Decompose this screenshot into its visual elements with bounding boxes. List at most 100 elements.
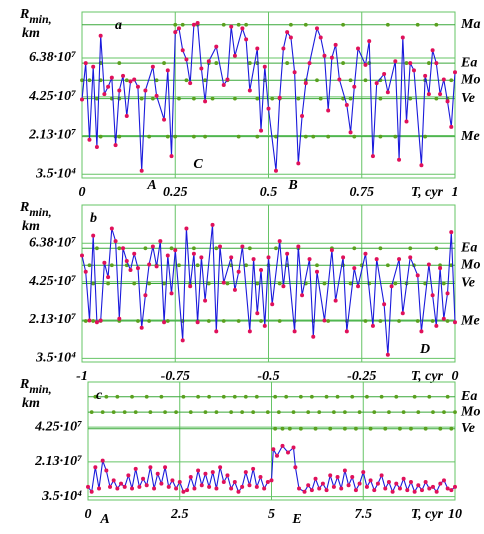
data-point [370, 323, 375, 328]
data-point [293, 465, 298, 470]
planet-dot [313, 426, 318, 431]
data-point [188, 284, 193, 289]
planet-dot [159, 394, 164, 399]
data-point [163, 465, 168, 470]
data-point [419, 163, 424, 168]
data-point [434, 61, 439, 66]
planet-dot [393, 134, 398, 139]
planet-dot [180, 22, 185, 27]
data-point [331, 484, 336, 489]
planet-dot [341, 61, 345, 65]
planet-dot [251, 410, 256, 415]
planet-label: Ve [461, 421, 475, 436]
planet-dot [177, 263, 181, 268]
data-point [150, 244, 155, 249]
data-point [108, 484, 113, 489]
data-point [363, 251, 368, 256]
planet-dot [276, 410, 281, 415]
data-point [232, 479, 237, 484]
annotation: A [99, 512, 109, 527]
planet-dot [285, 61, 290, 65]
planet-dot [372, 410, 377, 415]
planet-dot [434, 22, 439, 27]
data-point [135, 266, 140, 271]
planet-dot [287, 426, 292, 431]
y-tick-label: 3.5·10⁴ [35, 351, 76, 366]
planet-dot [416, 410, 421, 415]
data-point [109, 226, 114, 231]
planet-dot [273, 426, 278, 431]
data-point [152, 486, 157, 491]
data-point [165, 253, 170, 258]
x-tick-label: 0 [79, 185, 86, 200]
planet-label: Mo [460, 257, 480, 272]
data-point [326, 108, 331, 113]
planet-dot [207, 394, 212, 399]
data-point [184, 226, 189, 231]
planet-dot [236, 319, 241, 323]
planet-dot [196, 394, 201, 399]
planet-dot [354, 426, 358, 431]
data-point [393, 59, 398, 64]
data-point [143, 88, 148, 93]
data-point [423, 73, 428, 78]
data-point [196, 468, 201, 473]
data-point [111, 478, 116, 483]
data-point [94, 320, 99, 325]
planet-dot [378, 246, 383, 251]
data-point [137, 484, 142, 489]
data-point [206, 59, 211, 64]
data-point [445, 99, 450, 104]
planet-dot [445, 319, 450, 323]
planet-dot [441, 281, 446, 286]
data-point [259, 128, 264, 133]
planet-dot [348, 96, 353, 101]
data-point [313, 476, 318, 481]
data-point [344, 103, 349, 108]
data-point [243, 470, 248, 475]
data-point [135, 84, 140, 89]
data-point [449, 488, 454, 493]
planet-dot [317, 410, 322, 415]
y-tick-label: 3.5·10⁴ [41, 489, 82, 504]
data-point [165, 68, 170, 73]
data-point [210, 222, 215, 227]
planet-dot [409, 426, 413, 431]
planet-dot [100, 410, 105, 415]
data-point [173, 30, 178, 35]
planet-dot [214, 410, 219, 415]
planet-dot [240, 410, 245, 415]
data-point [271, 447, 276, 452]
data-point [192, 486, 197, 491]
data-point [115, 486, 120, 491]
data-point [232, 53, 237, 58]
planet-label: Ve [461, 276, 475, 291]
planet-dot [192, 96, 196, 101]
data-point [173, 248, 178, 253]
planet-label: Ea [460, 389, 477, 404]
planet-dot [173, 22, 178, 27]
data-point [350, 475, 355, 480]
data-point [453, 70, 457, 75]
data-point [311, 334, 316, 339]
data-point [154, 264, 159, 269]
x-label: T, cyr [411, 185, 444, 200]
planet-dot [192, 246, 196, 251]
data-point [397, 257, 402, 262]
data-point [303, 81, 308, 86]
data-point [356, 284, 361, 289]
data-point [297, 486, 302, 491]
data-point [244, 37, 249, 42]
planet-dot [318, 96, 323, 101]
planet-dot [233, 96, 237, 101]
planet-dot [221, 394, 226, 399]
planet-dot [83, 319, 88, 323]
data-point [372, 488, 377, 493]
planet-dot [326, 319, 331, 323]
y-label-unit: km [22, 219, 40, 234]
planet-dot [259, 319, 263, 323]
x-tick-label: 2.5 [170, 507, 189, 522]
data-point [87, 137, 92, 142]
planet-dot [148, 410, 153, 415]
planet-dot [244, 22, 249, 27]
